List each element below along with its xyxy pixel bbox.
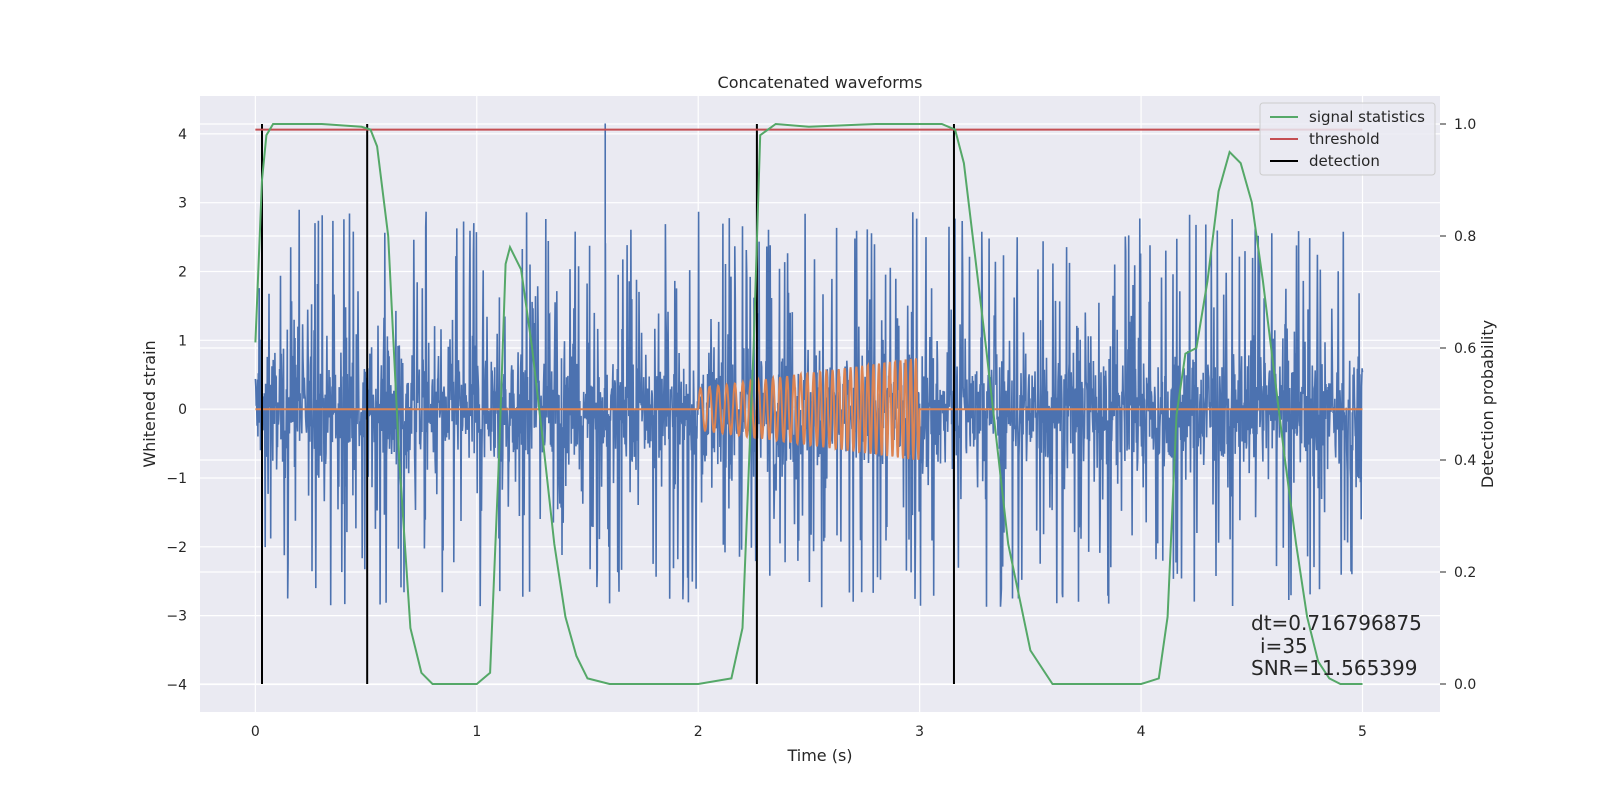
i-annotation: i=35 (1260, 634, 1308, 658)
x-axis-ticks: 0 1 2 3 4 5 (251, 724, 1367, 740)
y-axis-label: Whitened strain (140, 340, 159, 467)
y2-tick-label: 0.8 (1454, 229, 1476, 245)
y2-axis-ticks: 0.0 0.2 0.4 0.6 0.8 1.0 (1440, 117, 1476, 693)
y-tick-label: 1 (178, 333, 187, 349)
chart-title: Concatenated waveforms (718, 73, 923, 92)
dt-annotation: dt=0.716796875 (1251, 611, 1422, 635)
snr-annotation: SNR=11.565399 (1251, 656, 1417, 680)
y-tick-label: 3 (178, 196, 187, 212)
x-tick-label: 4 (1137, 724, 1146, 740)
y-tick-label: 4 (178, 127, 187, 143)
y-tick-label: −1 (166, 471, 187, 487)
y2-tick-label: 1.0 (1454, 117, 1476, 133)
y2-tick-label: 0.6 (1454, 341, 1476, 357)
y-tick-label: −2 (166, 540, 187, 556)
strain-series (254, 123, 1364, 608)
y2-tick-label: 0.2 (1454, 565, 1476, 581)
y2-axis-label: Detection probability (1478, 320, 1497, 488)
x-tick-label: 1 (472, 724, 481, 740)
x-axis-label: Time (s) (786, 746, 852, 765)
legend-label-signal-statistics: signal statistics (1309, 108, 1425, 126)
legend-label-threshold: threshold (1309, 130, 1380, 148)
signal-statistics-line (254, 122, 1363, 685)
signal-statistics-series (254, 122, 1363, 685)
y-tick-label: 2 (178, 265, 187, 281)
legend-box (1259, 102, 1436, 176)
x-tick-label: 3 (915, 724, 924, 740)
y-axis-ticks: −4 −3 −2 −1 0 1 2 3 4 (166, 127, 187, 694)
y-tick-label: −3 (166, 609, 187, 625)
x-tick-label: 5 (1358, 724, 1367, 740)
y2-tick-label: 0.0 (1454, 677, 1476, 693)
x-tick-label: 2 (694, 724, 703, 740)
y2-tick-label: 0.4 (1454, 453, 1476, 469)
legend: signal statistics threshold detection (1259, 102, 1436, 176)
y-tick-label: −4 (166, 677, 187, 693)
strain-line (254, 209, 1364, 608)
y-tick-label: 0 (178, 402, 187, 418)
x-tick-label: 0 (251, 724, 260, 740)
legend-label-detection: detection (1309, 152, 1380, 170)
